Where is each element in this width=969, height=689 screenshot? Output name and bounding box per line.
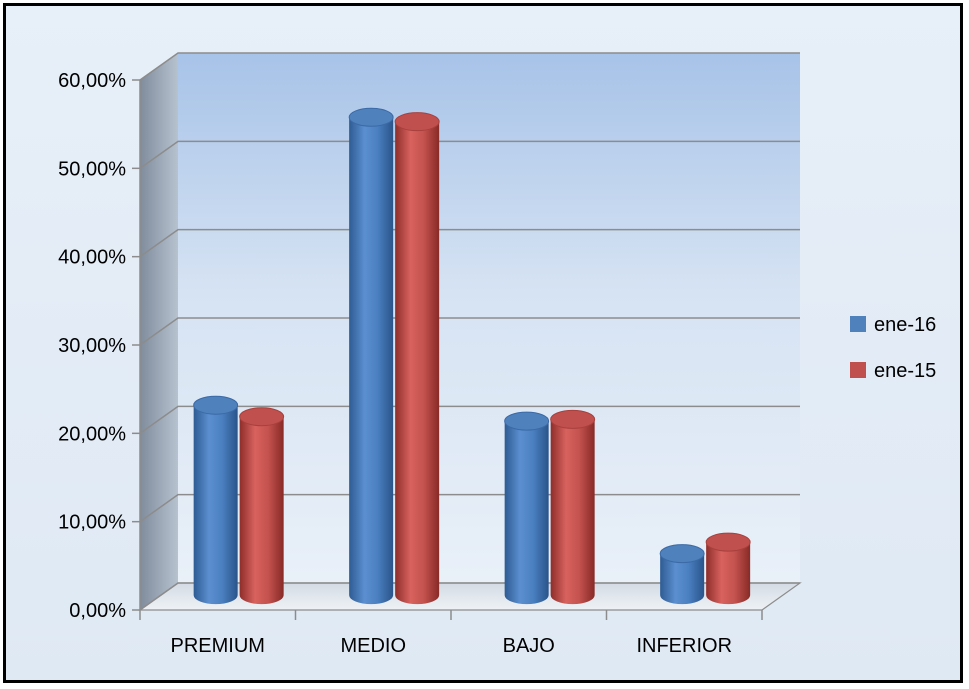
- x-category-label: INFERIOR: [636, 635, 732, 657]
- x-category-label: MEDIO: [340, 635, 406, 657]
- legend: ene-16 ene-15: [850, 314, 936, 382]
- bar-body: [395, 121, 440, 605]
- bar: [659, 544, 705, 605]
- y-tick-label: 0,00%: [69, 600, 126, 622]
- bar: [239, 407, 285, 605]
- bar-top: [193, 395, 239, 415]
- plot-walls: [138, 53, 802, 611]
- legend-swatch: [850, 316, 866, 332]
- bar-body: [550, 419, 595, 605]
- gridline: [139, 317, 800, 346]
- y-tick-label: 30,00%: [58, 335, 126, 357]
- bar-top: [394, 112, 440, 132]
- bar: [394, 112, 440, 605]
- legend-swatch: [850, 362, 866, 378]
- bar: [550, 409, 596, 605]
- gridline: [139, 405, 800, 434]
- gridline: [139, 140, 800, 169]
- bar-body: [239, 416, 284, 605]
- bar-top: [705, 532, 751, 552]
- gridline: [139, 52, 800, 81]
- bar: [193, 395, 239, 605]
- gridline: [139, 228, 800, 258]
- bar-top: [550, 409, 596, 429]
- x-category-label: PREMIUM: [171, 635, 265, 657]
- bar: [504, 411, 550, 605]
- legend-label: ene-16: [874, 314, 936, 336]
- y-tick-label: 20,00%: [58, 423, 126, 445]
- y-tick-label: 60,00%: [58, 70, 126, 92]
- bar: [705, 532, 751, 605]
- y-tick-label: 40,00%: [58, 247, 126, 269]
- bar-top: [659, 544, 705, 564]
- bar-body: [660, 553, 705, 605]
- bar-body: [504, 421, 549, 605]
- y-axis-ticks: 0,00% 10,00% 20,00% 30,00% 40,00% 50,00% 60,00…: [58, 70, 141, 622]
- x-category-label: BAJO: [503, 635, 555, 657]
- bar-top: [239, 407, 285, 427]
- y-tick-label: 10,00%: [58, 512, 126, 534]
- bars: [193, 107, 751, 605]
- bar-body: [706, 542, 751, 605]
- bar: [348, 107, 394, 605]
- y-tick-label: 50,00%: [58, 158, 126, 180]
- x-axis-categories: PREMIUM MEDIO BAJO INFERIOR: [139, 610, 763, 657]
- bar-body: [349, 117, 394, 605]
- bar-top: [504, 411, 550, 431]
- bar-top: [348, 107, 394, 127]
- legend-label: ene-15: [874, 360, 936, 382]
- bar-body: [193, 405, 238, 605]
